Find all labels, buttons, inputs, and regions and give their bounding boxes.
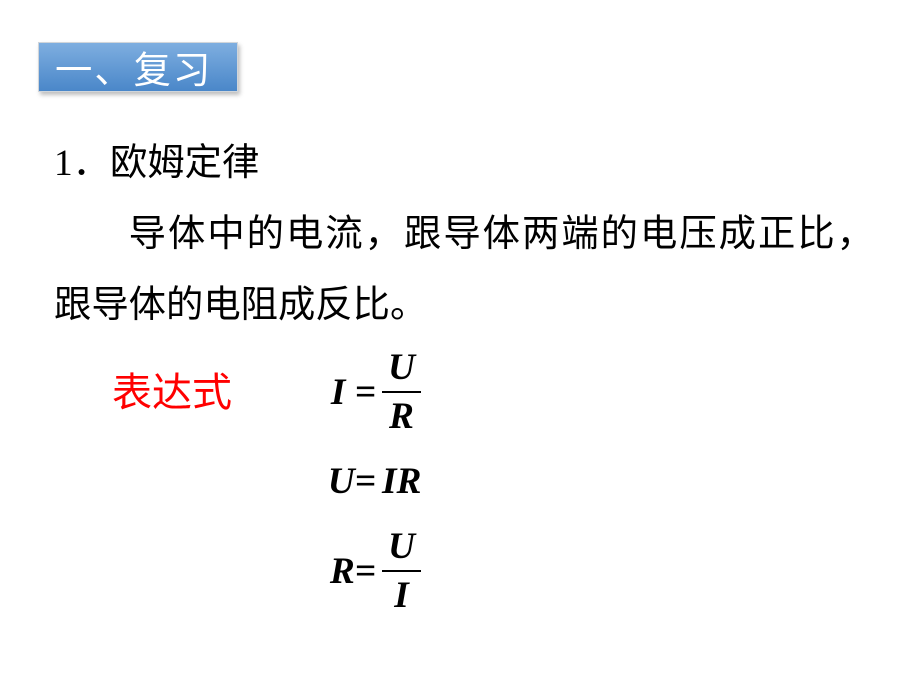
subsection-title: 欧姆定律 [110, 143, 259, 184]
formula-1: I = U R [322, 346, 421, 438]
formula-3-lhs: R= [322, 550, 376, 593]
formula-1-denominator: R [383, 393, 420, 438]
formula-3-fraction: U I [382, 525, 421, 617]
subsection-number: 1． [54, 143, 110, 184]
formula-1-numerator: U [382, 346, 421, 391]
subsection-heading: 1．欧姆定律 [54, 132, 259, 186]
formula-1-lhs: I = [322, 371, 376, 414]
formula-2-rhs: IR [382, 460, 421, 503]
formula-3-denominator: I [388, 572, 415, 617]
section-banner: 一、复习 [38, 42, 238, 92]
formula-2: U= IR [322, 460, 421, 503]
formula-3: R= U I [322, 525, 421, 617]
definition-paragraph: 导体中的电流，跟导体两端的电压成正比，跟导体的电阻成反比。 [54, 200, 874, 342]
slide: 一、复习 1．欧姆定律 导体中的电流，跟导体两端的电压成正比，跟导体的电阻成反比… [0, 0, 920, 690]
formula-block: I = U R U= IR R= U I [322, 346, 421, 639]
formula-3-numerator: U [382, 525, 421, 570]
expression-label: 表达式 [112, 360, 232, 418]
formula-1-fraction: U R [382, 346, 421, 438]
section-banner-text: 一、复习 [55, 40, 212, 94]
formula-2-lhs: U= [322, 460, 376, 503]
